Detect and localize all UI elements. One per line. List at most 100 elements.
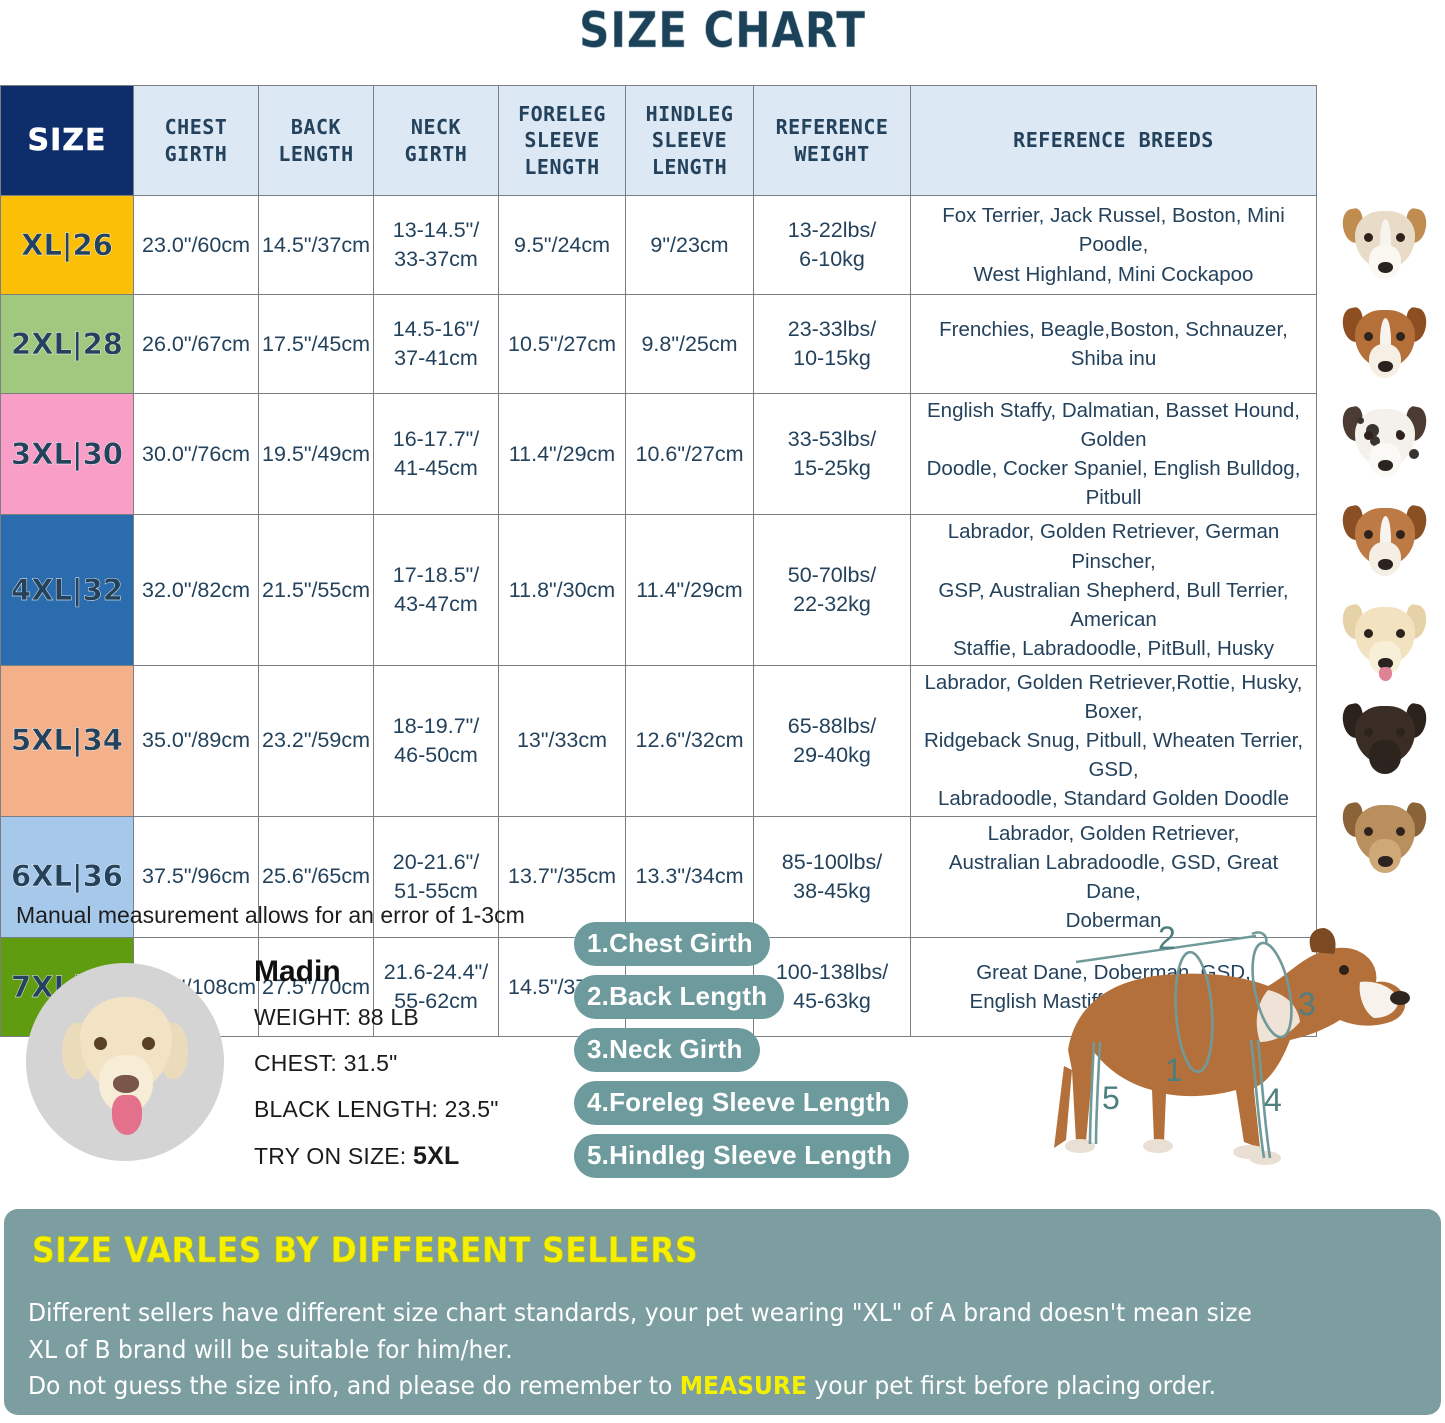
cell-hindleg-sleeve-length: 12.6"/32cm bbox=[625, 664, 754, 817]
beagle-photo bbox=[1324, 294, 1445, 393]
cell-reference-breeds: Labrador, Golden Retriever,Rottie, Husky… bbox=[910, 664, 1317, 817]
size-badge-1: 2XL|28 bbox=[0, 294, 134, 394]
try-on-size-label: TRY ON SIZE: bbox=[254, 1143, 407, 1169]
cell-back-length: 23.2"/59cm bbox=[258, 664, 374, 817]
cell-reference-weight: 13-22lbs/6-10kg bbox=[753, 195, 911, 295]
breed-face-icon bbox=[1339, 694, 1431, 786]
cell-reference-weight: 100-138lbs/45-63kg bbox=[753, 936, 911, 1037]
cell-hindleg-sleeve-length: 9"/23cm bbox=[625, 195, 754, 295]
column-header-reference-breeds: REFERENCE BREEDS bbox=[910, 85, 1317, 196]
cell-neck-girth: 20-21.6"/51-55cm bbox=[373, 815, 499, 938]
cell-back-length: 17.5"/45cm bbox=[258, 294, 374, 394]
cell-back-length: 19.5"/49cm bbox=[258, 392, 374, 516]
warning-measure-highlight: MEASURE bbox=[679, 1371, 807, 1400]
legend-pill-5: 5.Hindleg Sleeve Length bbox=[574, 1134, 910, 1178]
callout-3: 3 bbox=[1298, 986, 1316, 1022]
cell-hindleg-sleeve-length: 11.4"/29cm bbox=[625, 514, 754, 666]
cell-reference-weight: 85-100lbs/38-45kg bbox=[753, 815, 911, 938]
size-badge-0: XL|26 bbox=[0, 195, 134, 295]
page-title: SIZE CHART bbox=[579, 2, 866, 60]
cell-reference-weight: 33-53lbs/15-25kg bbox=[753, 392, 911, 516]
legend-row-2: 2.Back Length bbox=[574, 975, 909, 1028]
column-header-hindleg-sleeve-length: HINDLEG SLEEVE LENGTH bbox=[625, 85, 754, 196]
cell-chest-girth: 32.0"/82cm bbox=[133, 514, 259, 666]
legend-row-3: 3.Neck Girth bbox=[574, 1028, 909, 1081]
callout-4: 4 bbox=[1264, 1082, 1282, 1118]
warning-heading: SIZE VARLES BY DIFFERENT SELLERS bbox=[32, 1231, 699, 1272]
great-dane-photo bbox=[1324, 789, 1445, 888]
cell-back-length: 25.6"/65cm bbox=[258, 815, 374, 938]
try-on-size-value: 5XL bbox=[412, 1142, 460, 1170]
legend-pill-4: 4.Foreleg Sleeve Length bbox=[574, 1081, 908, 1125]
measurement-lines bbox=[1075, 931, 1293, 1159]
callout-5: 5 bbox=[1102, 1080, 1120, 1116]
american-staffordshire-terrier-photo bbox=[1324, 492, 1445, 591]
cell-reference-breeds: English Staffy, Dalmatian, Basset Hound,… bbox=[910, 392, 1317, 516]
column-header-back-length: BACK LENGTH bbox=[258, 85, 374, 196]
german-shepherd-photo bbox=[1324, 690, 1445, 789]
cell-hindleg-sleeve-length: 10.6"/27cm bbox=[625, 392, 754, 516]
warning-line-2: XL of B brand will be suitable for him/h… bbox=[28, 1334, 513, 1364]
table-row: 2XL|28 26.0"/67cm 17.5"/45cm 14.5-16"/37-41… bbox=[0, 294, 1317, 394]
table-body: XL|26 23.0"/60cm 14.5"/37cm 13-14.5"/33-37c… bbox=[0, 195, 1317, 1037]
size-badge-3: 4XL|32 bbox=[0, 514, 134, 666]
cell-foreleg-sleeve-length: 13.7"/35cm bbox=[498, 815, 626, 938]
cell-foreleg-sleeve-length: 11.8"/30cm bbox=[498, 514, 626, 666]
column-header-chest-girth: CHEST GIRTH bbox=[133, 85, 259, 196]
pet-back-length: BLACK LENGTH: 23.5" bbox=[254, 1096, 499, 1122]
measurement-legend: 1.Chest Girth 2.Back Length 3.Neck Girth 4.… bbox=[574, 922, 910, 1187]
table-row: 4XL|32 32.0"/82cm 21.5"/55cm 17-18.5"/43-47… bbox=[0, 514, 1317, 666]
cell-reference-weight: 50-70lbs/22-32kg bbox=[753, 514, 911, 666]
cell-neck-girth: 14.5-16"/37-41cm bbox=[373, 294, 499, 394]
pet-try-on-size: TRY ON SIZE: 5XL bbox=[254, 1142, 564, 1171]
cell-reference-breeds: Labrador, Golden Retriever, Australian La… bbox=[910, 815, 1317, 938]
legend-pill-3: 3.Neck Girth bbox=[574, 1028, 760, 1072]
cell-chest-girth: 37.5"/96cm bbox=[133, 815, 259, 938]
legend-row-5: 5.Hindleg Sleeve Length bbox=[574, 1134, 910, 1187]
size-badge-2: 3XL|30 bbox=[0, 392, 134, 516]
breed-face-icon bbox=[1339, 793, 1431, 885]
photo-header-spacer bbox=[1324, 85, 1445, 195]
cell-foreleg-sleeve-length: 13"/33cm bbox=[498, 664, 626, 817]
breed-face-icon bbox=[1339, 397, 1431, 489]
column-header-neck-girth: NECK GIRTH bbox=[373, 85, 499, 196]
size-chart-table-wrap: SIZE CHEST GIRTH BACK LENGTH NECK GIRTH FOR… bbox=[0, 85, 1317, 1037]
pet-profile-info: Madin WEIGHT: 88 LB CHEST: 31.5" BLACK L… bbox=[254, 955, 564, 1190]
cell-foreleg-sleeve-length: 10.5"/27cm bbox=[498, 294, 626, 394]
callout-2: 2 bbox=[1158, 920, 1176, 956]
table-row: XL|26 23.0"/60cm 14.5"/37cm 13-14.5"/33-37c… bbox=[0, 195, 1317, 295]
legend-pill-1: 1.Chest Girth bbox=[574, 922, 770, 966]
breed-face-icon bbox=[1339, 199, 1431, 291]
cell-neck-girth: 17-18.5"/43-47cm bbox=[373, 514, 499, 666]
cell-neck-girth: 21.6-24.4"/55-62cm bbox=[373, 936, 499, 1037]
cell-chest-girth: 23.0"/60cm bbox=[133, 195, 259, 295]
table-header-row: SIZE CHEST GIRTH BACK LENGTH NECK GIRTH FOR… bbox=[0, 85, 1317, 196]
cell-chest-girth: 30.0"/76cm bbox=[133, 392, 259, 516]
size-chart-table: SIZE CHEST GIRTH BACK LENGTH NECK GIRTH FOR… bbox=[0, 85, 1317, 1037]
measurement-error-note: Manual measurement allows for an error o… bbox=[16, 902, 525, 928]
cell-hindleg-sleeve-length: 13.3"/34cm bbox=[625, 815, 754, 938]
legend-pill-2: 2.Back Length bbox=[574, 975, 785, 1019]
cell-foreleg-sleeve-length: 11.4"/29cm bbox=[498, 392, 626, 516]
cell-foreleg-sleeve-length: 9.5"/24cm bbox=[498, 195, 626, 295]
warning-line-3-pre: Do not guess the size info, and please d… bbox=[28, 1371, 680, 1400]
breed-photo-strip bbox=[1324, 85, 1445, 888]
pet-name: Madin bbox=[254, 955, 341, 988]
cell-back-length: 14.5"/37cm bbox=[258, 195, 374, 295]
size-badge-4: 5XL|34 bbox=[0, 664, 134, 817]
cell-neck-girth: 13-14.5"/33-37cm bbox=[373, 195, 499, 295]
column-header-reference-weight: REFERENCE WEIGHT bbox=[753, 85, 911, 196]
cell-chest-girth: 26.0"/67cm bbox=[133, 294, 259, 394]
table-row: 5XL|34 35.0"/89cm 23.2"/59cm 18-19.7"/46-50… bbox=[0, 664, 1317, 817]
cell-neck-girth: 18-19.7"/46-50cm bbox=[373, 664, 499, 817]
yellow-labrador-photo bbox=[1324, 591, 1445, 690]
cell-reference-weight: 23-33lbs/10-15kg bbox=[753, 294, 911, 394]
cell-reference-breeds: Frenchies, Beagle,Boston, Schnauzer, Shi… bbox=[910, 294, 1317, 394]
cell-reference-breeds: Fox Terrier, Jack Russel, Boston, Mini P… bbox=[910, 195, 1317, 295]
legend-row-1: 1.Chest Girth bbox=[574, 922, 909, 975]
cell-neck-girth: 16-17.7"/41-45cm bbox=[373, 392, 499, 516]
breed-face-icon bbox=[1339, 595, 1431, 687]
column-header-foreleg-sleeve-length: FORELEG SLEEVE LENGTH bbox=[498, 85, 626, 196]
size-badge-5: 6XL|36 bbox=[0, 815, 134, 938]
table-row: 3XL|30 30.0"/76cm 19.5"/49cm 16-17.7"/41-45… bbox=[0, 392, 1317, 516]
